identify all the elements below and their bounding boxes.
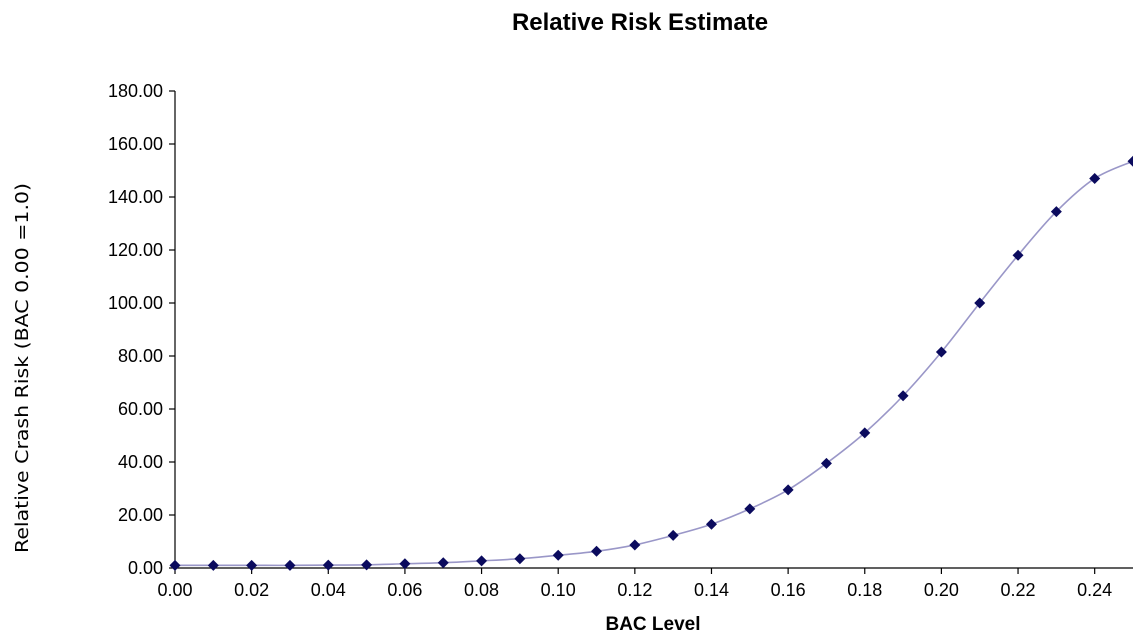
data-point-marker (744, 503, 756, 515)
data-point-marker (246, 559, 258, 571)
y-tick-label: 0.00 (128, 558, 163, 578)
y-tick-label: 180.00 (108, 81, 163, 101)
data-point-marker (820, 457, 832, 469)
data-point-marker (514, 553, 526, 565)
data-point-marker (591, 545, 603, 557)
x-axis-title: BAC Level (605, 614, 700, 635)
y-ticks: 0.00 20.00 40.00 60.00 80.00 100.00 120.00 140.… (108, 81, 175, 578)
chart-title: Relative Risk Estimate (512, 9, 768, 36)
x-tick-label: 0.12 (617, 580, 652, 600)
y-tick-label: 160.00 (108, 134, 163, 154)
data-point-marker (935, 346, 947, 358)
data-point-marker (859, 427, 871, 439)
x-tick-label: 0.00 (157, 580, 192, 600)
y-tick-label: 60.00 (118, 399, 163, 419)
data-point-marker (361, 559, 373, 571)
y-tick-label: 120.00 (108, 240, 163, 260)
data-point-marker (169, 559, 181, 571)
x-tick-label: 0.06 (387, 580, 422, 600)
data-point-marker (1050, 206, 1062, 218)
data-point-marker (399, 558, 411, 570)
data-point-marker (897, 390, 909, 402)
x-ticks: 0.00 0.02 0.04 0.06 0.08 0.10 0.12 0.14 0.16 0.18… (157, 568, 1112, 600)
data-point-marker (476, 555, 488, 567)
x-tick-label: 0.08 (464, 580, 499, 600)
data-points (169, 155, 1133, 571)
data-point-marker (437, 557, 449, 569)
data-point-marker (207, 559, 219, 571)
data-point-marker (974, 297, 986, 309)
x-tick-label: 0.22 (1001, 580, 1036, 600)
data-point-marker (1089, 172, 1101, 184)
x-tick-label: 0.04 (311, 580, 346, 600)
x-tick-label: 0.10 (541, 580, 576, 600)
y-tick-label: 140.00 (108, 187, 163, 207)
data-point-marker (667, 529, 679, 541)
data-point-marker (322, 559, 334, 571)
data-point-marker (705, 518, 717, 530)
y-axis-title: Relative Crash Risk (BAC 0.00 =1.0) (12, 183, 33, 553)
data-point-marker (782, 484, 794, 496)
x-tick-label: 0.24 (1077, 580, 1112, 600)
data-point-marker (629, 539, 641, 551)
data-point-marker (552, 549, 564, 561)
x-tick-label: 0.20 (924, 580, 959, 600)
x-tick-label: 0.14 (694, 580, 729, 600)
x-tick-label: 0.02 (234, 580, 269, 600)
series-line (175, 160, 1133, 567)
x-tick-label: 0.18 (847, 580, 882, 600)
data-point-marker (1127, 155, 1133, 167)
data-point-marker (284, 559, 296, 571)
x-tick-label: 0.16 (771, 580, 806, 600)
y-tick-label: 100.00 (108, 293, 163, 313)
y-tick-label: 20.00 (118, 505, 163, 525)
y-tick-label: 40.00 (118, 452, 163, 472)
y-tick-label: 80.00 (118, 346, 163, 366)
data-point-marker (1012, 249, 1024, 261)
